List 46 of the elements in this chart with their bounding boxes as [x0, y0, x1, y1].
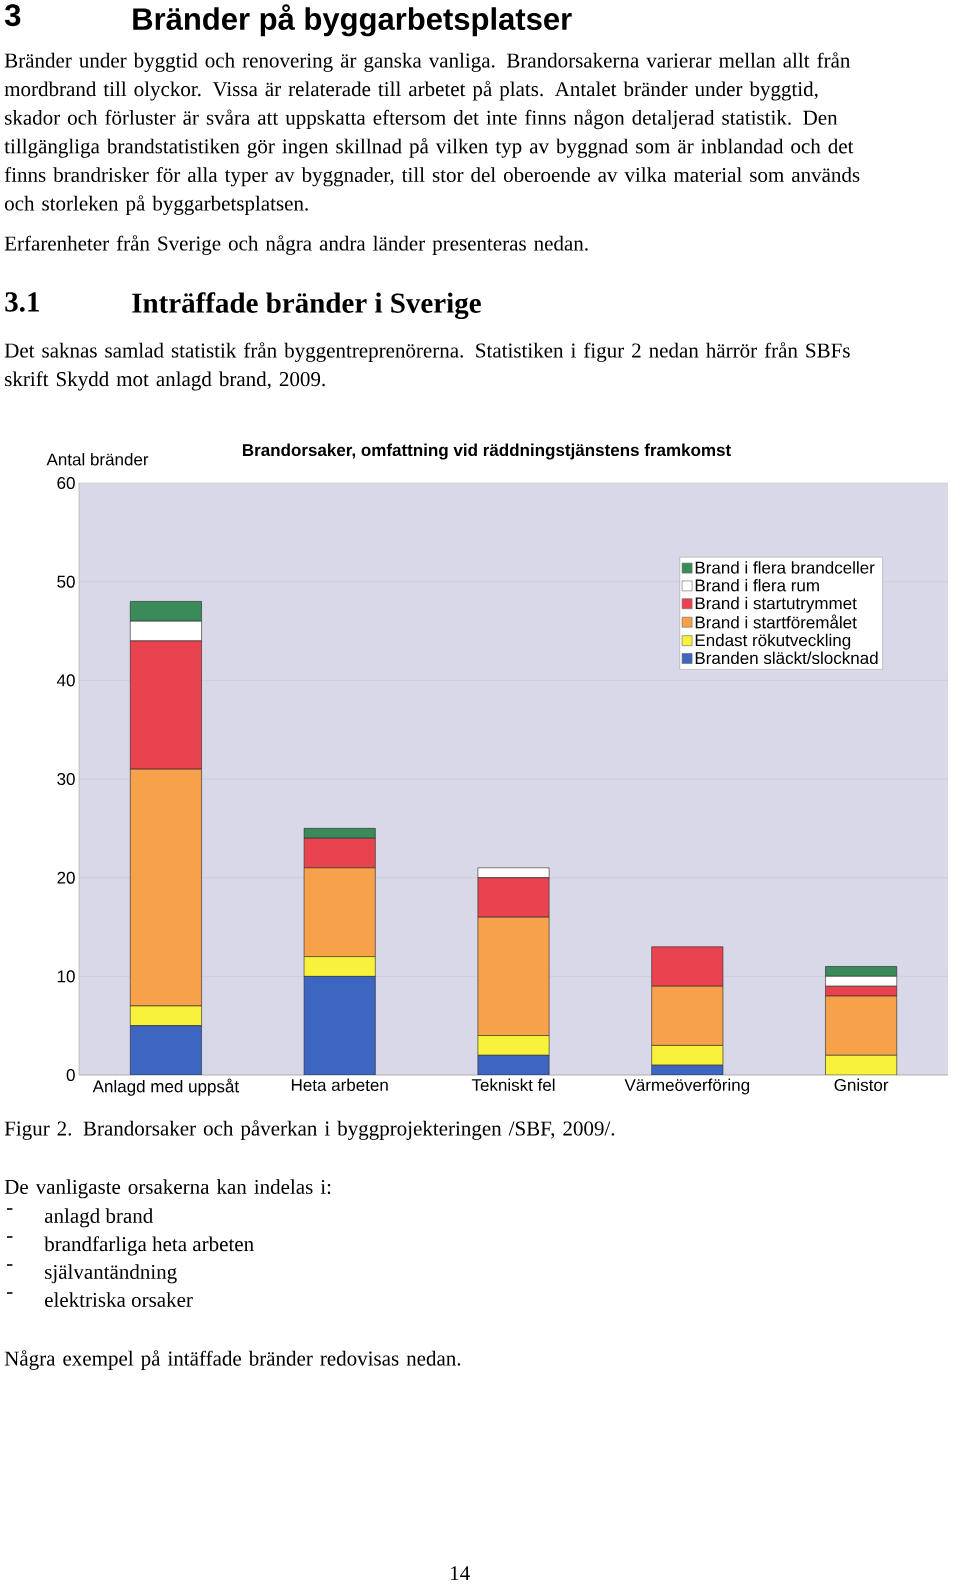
text: självantändning — [45, 1264, 177, 1284]
y-axis-title: Antal bränder — [46, 453, 149, 466]
text: 3 — [4, 4, 21, 27]
bar — [129, 1025, 202, 1076]
text: - — [6, 1208, 13, 1210]
chart-title: Brandorsaker, omfattning vid räddningstjänstens framkomst — [242, 443, 731, 460]
y-tick-label: 60 — [57, 476, 75, 490]
text: brandfarliga heta arbeten — [44, 1236, 254, 1256]
legend-label: Brand i startföremålet — [695, 614, 857, 629]
text: - — [6, 1292, 13, 1294]
text: - — [6, 1236, 13, 1238]
y-tick-label: 10 — [57, 970, 75, 983]
legend-label: Brand i flera rum — [695, 579, 819, 592]
bar — [477, 1035, 550, 1056]
text: 3.1 — [5, 292, 39, 312]
legend-label: Brand i startutrymmet — [695, 596, 857, 613]
text: - — [6, 1264, 13, 1266]
x-tick-label: Anlagd med uppsåt — [92, 1078, 239, 1096]
y-tick-label: 50 — [57, 575, 75, 588]
text: anlagd brand — [44, 1208, 153, 1228]
text: De vanligaste orsakerna kan indelas i: — [4, 1179, 331, 1199]
x-tick-label: Tekniskt fel — [471, 1078, 555, 1092]
text: Inträffade bränder i Sverige — [132, 292, 481, 320]
text: Figur 2. Brandorsaker och påverkan i byggprojekteringen /SBF, 2009/. — [4, 1120, 615, 1140]
y-tick-label: 0 — [66, 1069, 75, 1082]
y-tick-label: 20 — [57, 871, 75, 884]
bar — [651, 1045, 724, 1066]
bar — [129, 1005, 202, 1026]
legend-label: Brand i flera brandceller — [695, 561, 875, 574]
legend-label: Branden släckt/slocknad — [695, 651, 878, 665]
text: Bränder under byggtid och renovering är ganska vanliga. Brandorsakerna varierar mellan allt från mordbrand till olyckor. Vissa är relaterade till arbetet på plats. Antalet bränder under byggtid, skador och förluster är svåra att uppskatta eftersom det inte finns någon detaljerad statistik. Den tillgängliga brandstatistiken gör ingen skillnad på vilken typ av byggnad som är inblandad och det finns brandrisker för alla typer av byggnader, till stor del oberoende av vilka material som används och storleken på byggarbetsplatsen. — [4, 52, 860, 215]
x-tick-label: Värmeöverföring — [624, 1078, 750, 1095]
y-tick-label: 40 — [56, 674, 75, 687]
x-tick-label: Gnistor — [834, 1078, 889, 1092]
x-tick-label: Heta arbeten — [291, 1078, 388, 1092]
legend-label: Endast rökutveckling — [695, 633, 851, 650]
text: 14 — [451, 1566, 470, 1581]
bar — [303, 956, 376, 977]
text: elektriska orsaker — [45, 1292, 193, 1307]
bar — [825, 1054, 898, 1076]
y-tick-label: 30 — [57, 773, 75, 786]
text: Några exempel på intäffade bränder redovisas nedan. — [4, 1350, 461, 1370]
bar — [303, 976, 376, 1076]
text: Bränder på byggarbetsplatser — [133, 4, 572, 37]
text: Det saknas samlad statistik från byggentreprenörerna. Statistiken i figur 2 nedan härrör från SBFs skrift Skydd mot anlagd brand, 2009. — [4, 342, 850, 391]
text: Erfarenheter från Sverige och några andra länder presenteras nedan. — [4, 235, 588, 255]
